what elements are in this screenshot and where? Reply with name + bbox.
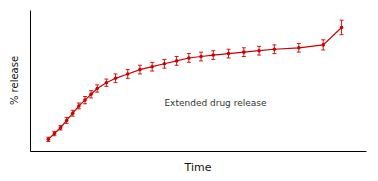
error-bar-path: [187, 54, 191, 63]
error-bar: [83, 96, 87, 103]
error-bar-path: [52, 131, 56, 135]
error-bar-path: [71, 110, 75, 116]
error-bar-path: [340, 20, 344, 35]
error-bar-path: [89, 91, 93, 98]
error-bar: [95, 85, 99, 92]
error-bar: [272, 45, 276, 54]
error-bar: [187, 54, 191, 63]
y-axis: [30, 11, 31, 152]
point: [59, 126, 63, 130]
error-bar-path: [162, 59, 166, 68]
error-bar-path: [46, 137, 50, 141]
point: [71, 111, 75, 115]
error-bar: [199, 52, 203, 61]
error-bar: [257, 46, 261, 55]
point: [89, 93, 93, 97]
point: [105, 81, 109, 85]
error-bar: [77, 103, 81, 109]
error-bar: [89, 91, 93, 98]
error-bar-path: [272, 45, 276, 54]
point: [65, 119, 69, 123]
error-bar-path: [83, 96, 87, 103]
error-bar-path: [199, 52, 203, 61]
error-bar-path: [138, 65, 142, 74]
point: [150, 65, 154, 69]
error-bar-path: [297, 43, 301, 52]
error-bar-path: [65, 118, 69, 124]
error-bar: [104, 79, 108, 86]
point: [175, 59, 179, 63]
error-bar: [297, 43, 301, 52]
error-bar: [321, 40, 325, 50]
error-bar-path: [59, 126, 63, 130]
error-bar-path: [126, 70, 130, 79]
error-bar: [227, 49, 231, 58]
plot-area: Extended drug release Time % release: [9, 11, 367, 175]
chart: Extended drug release Time % release: [0, 0, 378, 181]
point: [77, 104, 81, 108]
series: [46, 20, 343, 141]
point: [47, 138, 51, 142]
error-bar-path: [77, 103, 81, 109]
error-bar: [175, 57, 179, 66]
error-bar: [114, 74, 118, 83]
point: [211, 53, 215, 57]
error-bar: [162, 59, 166, 68]
error-bar-path: [257, 46, 261, 55]
point: [114, 77, 118, 81]
error-bar-path: [211, 51, 215, 60]
point: [53, 132, 57, 136]
error-bar-path: [175, 57, 179, 66]
error-bar: [71, 110, 75, 116]
point: [297, 46, 301, 50]
line: [48, 27, 341, 139]
error-bar: [59, 126, 63, 130]
error-bar: [242, 48, 246, 57]
error-bar: [52, 131, 56, 135]
error-bar: [138, 65, 142, 74]
error-bar: [211, 51, 215, 60]
y-axis-title: % release: [9, 56, 20, 105]
y-axis-line: [30, 11, 31, 152]
x-axis-line: [31, 151, 367, 152]
point: [83, 98, 87, 102]
error-bar-path: [114, 74, 118, 83]
point: [227, 52, 231, 56]
error-bar-path: [321, 40, 325, 50]
point: [95, 87, 99, 91]
x-axis-title: Time: [184, 161, 212, 174]
point: [257, 49, 261, 53]
point: [163, 62, 167, 66]
error-bar: [126, 70, 130, 79]
point: [321, 43, 325, 47]
error-bar-path: [150, 62, 154, 71]
point: [187, 56, 191, 60]
x-axis: [31, 151, 367, 152]
error-bar: [340, 20, 344, 35]
point: [340, 26, 344, 30]
error-bar: [150, 62, 154, 71]
point: [138, 68, 142, 72]
point: [273, 47, 277, 51]
error-bar-path: [104, 79, 108, 86]
point: [242, 50, 246, 54]
error-bar-path: [227, 49, 231, 58]
error-bar-path: [95, 85, 99, 92]
point: [199, 55, 203, 59]
error-bar: [46, 137, 50, 141]
error-bar-path: [242, 48, 246, 57]
point: [126, 72, 130, 76]
annotation: Extended drug release: [164, 98, 267, 108]
error-bar: [65, 118, 69, 124]
